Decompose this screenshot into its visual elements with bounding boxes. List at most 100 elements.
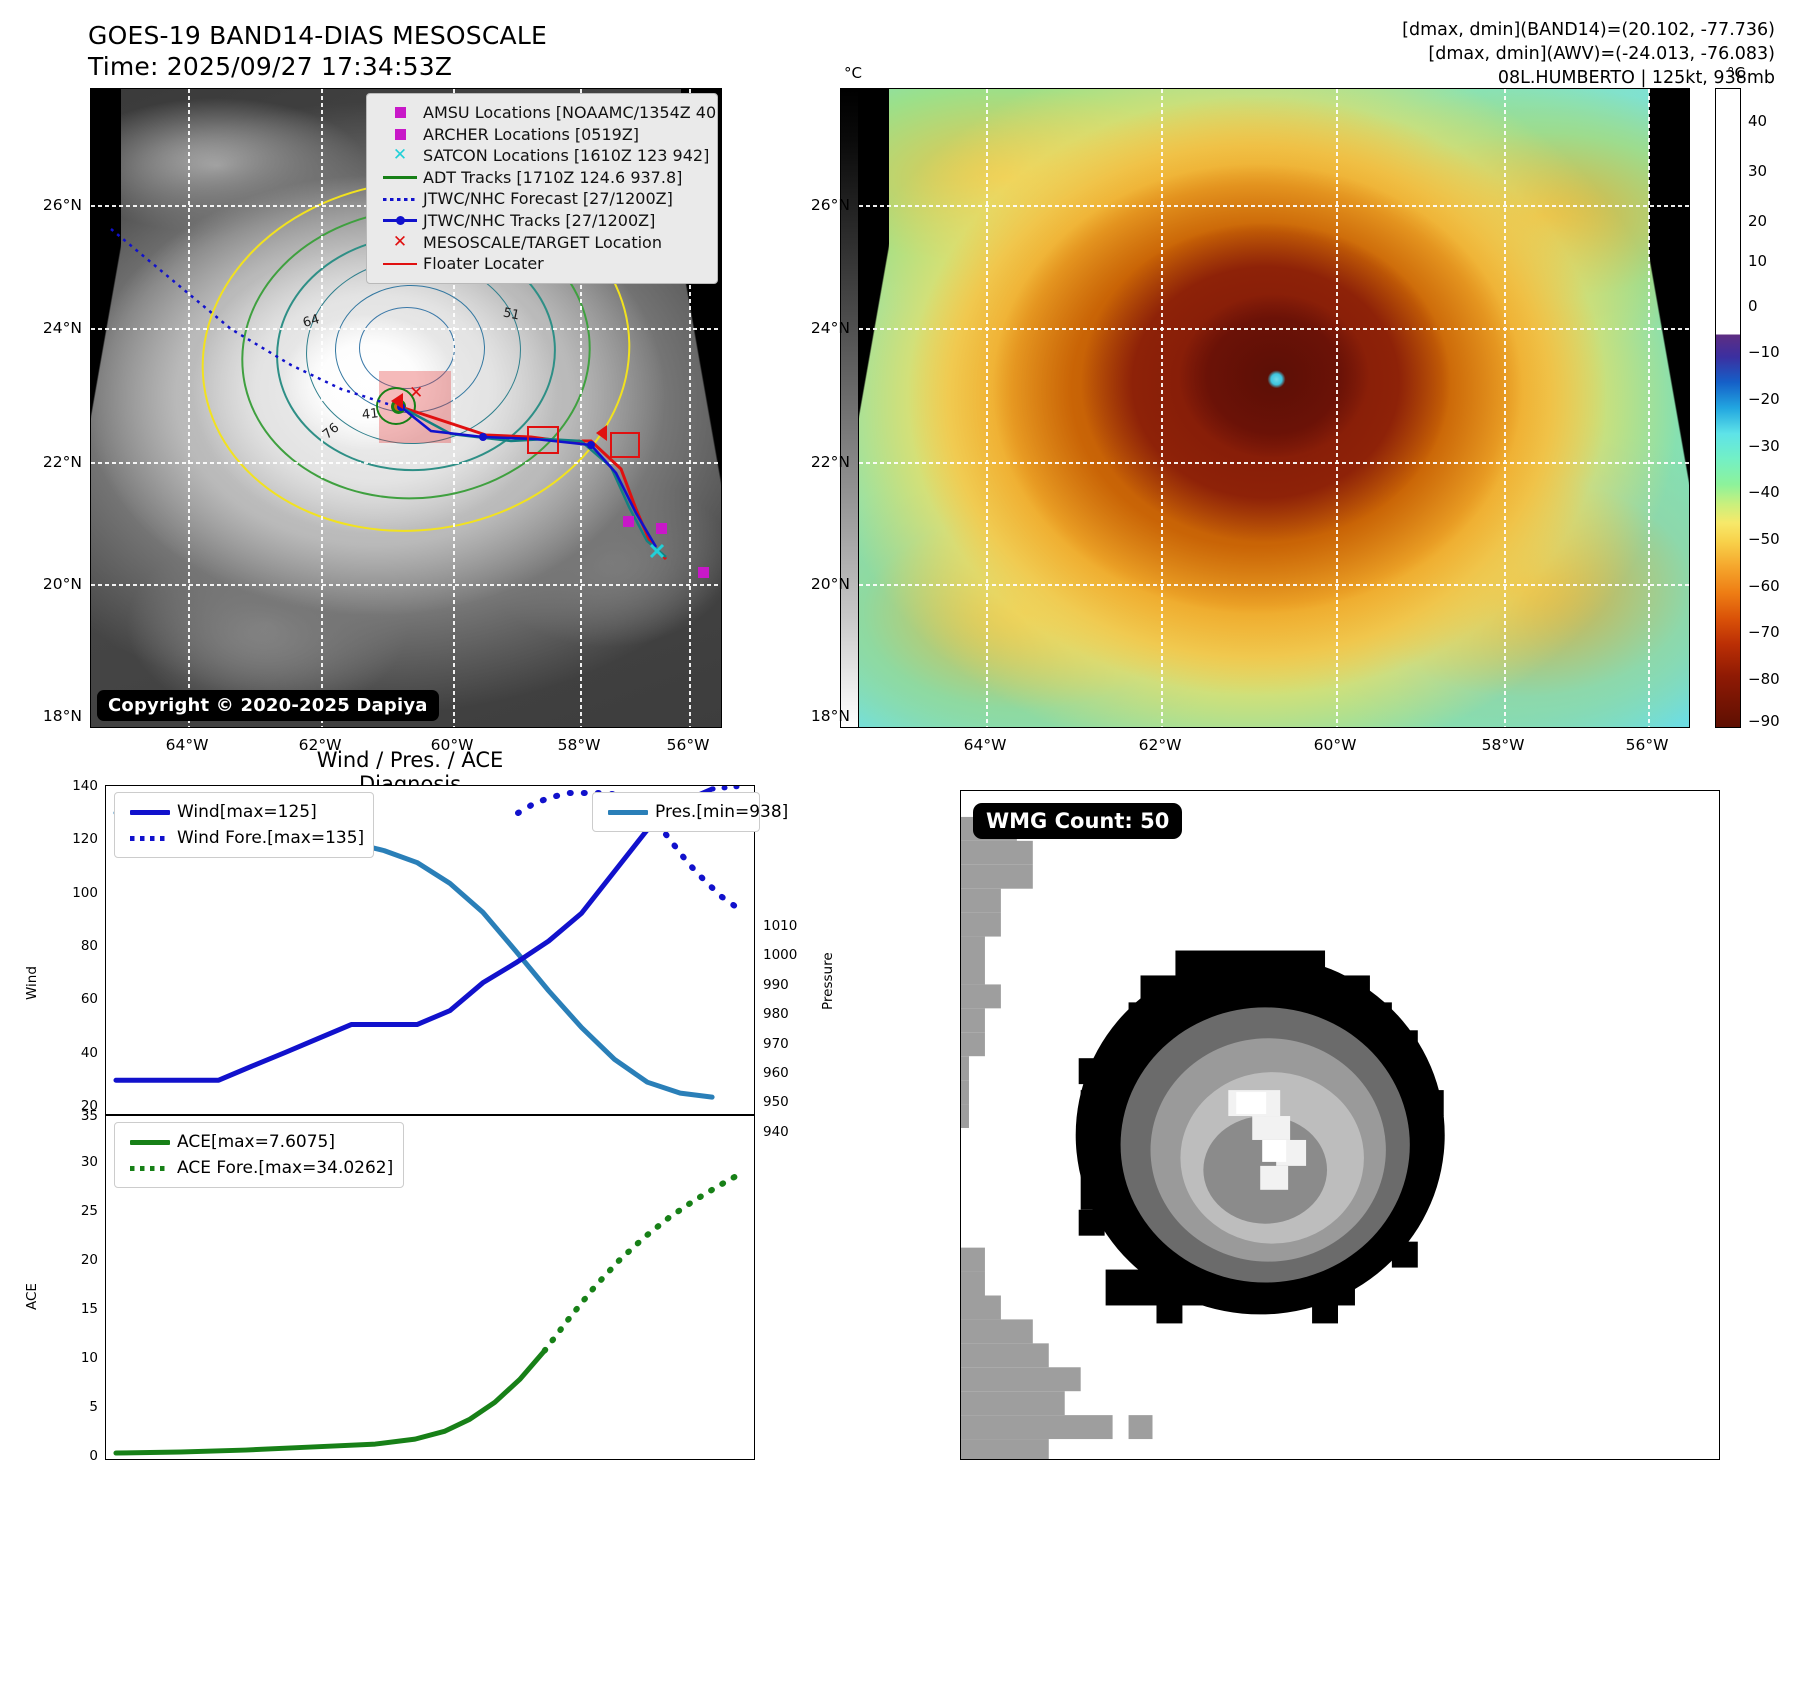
track-overlay [110,228,709,578]
ir-left-mask [91,89,121,727]
ace-tick-25: 25 [80,1203,98,1219]
stat-band14-dmax-dmin: [dmax, dmin](BAND14)=(20.102, -77.736) [1402,20,1775,40]
awv-cbar-tick-m40: −40 [1748,483,1780,501]
pres-tick-960: 960 [763,1065,789,1081]
legend-label: MESOSCALE/TARGET Location [423,232,662,252]
ir-lon-label-58: 58°W [557,736,601,754]
ir-colorbar-unit: °C [844,64,862,82]
legend-label: ACE Fore.[max=34.0262] [177,1158,394,1178]
awv-imagery [859,89,1689,727]
ir-map-legend: AMSU Locations [NOAAMC/1354Z 40 1003] AR… [366,93,721,284]
gridline-lon-60 [1336,89,1338,727]
wind-legend: Wind[max=125] Wind Fore.[max=135] [114,792,374,858]
legend-item-wind-forecast: Wind Fore.[max=135] [123,825,364,851]
awv-lat-label-26: 26°N [810,196,850,214]
ace-axis-label: ACE [24,1283,40,1310]
awv-cbar-tick-20: 20 [1748,212,1768,230]
awv-lat-label-20: 20°N [810,575,850,593]
pres-tick-970: 970 [763,1036,789,1052]
wmg-cloud-mosaic [961,816,1445,1459]
gridline-lon-62 [321,89,323,727]
floater-line-icon [377,262,423,266]
gridline-lon-62 [1161,89,1163,727]
awv-cbar-tick-m50: −50 [1748,530,1780,548]
awv-lon-label-64: 64°W [963,736,1007,754]
awv-cbar-tick-m20: −20 [1748,390,1780,408]
legend-label: Pres.[min=938] [655,802,789,822]
legend-label: AMSU Locations [NOAAMC/1354Z 40 1003] [423,103,721,122]
gridline-lat-24 [91,328,721,330]
wind-tick-120: 120 [72,831,98,847]
wind-tick-80: 80 [80,938,98,954]
pressure-line-icon [601,809,655,815]
stat-storm-intensity: 08L.HUMBERTO | 125kt, 938mb [1497,68,1775,88]
gridline-lon-64 [986,89,988,727]
legend-label: Wind[max=125] [177,802,317,822]
legend-label: JTWC/NHC Tracks [27/1200Z] [423,210,656,230]
awv-cbar-tick-m30: −30 [1748,437,1780,455]
wind-tick-100: 100 [72,885,98,901]
ir-lon-label-62: 62°W [298,736,342,754]
adt-ring [376,387,416,425]
satcon-x-icon: ✕ [392,145,408,166]
amsu-square-icon [377,107,423,119]
legend-item-ace-forecast: ACE Fore.[max=34.0262] [123,1155,394,1181]
legend-label: Floater Locater [423,254,544,274]
legend-item-wind: Wind[max=125] [123,799,361,825]
wind-axis-label: Wind [24,966,40,1000]
header-stats: [dmax, dmin](BAND14)=(20.102, -77.736) [… [1402,18,1775,90]
legend-item-pressure: Pres.[min=938] [601,799,788,825]
ace-plot [113,1168,748,1456]
wmg-mosaic-panel[interactable]: WMG Count: 50 [960,790,1720,1460]
ace-line-icon [123,1139,177,1145]
ir-satellite-map[interactable]: 64 51 41 76 ✕ [90,88,722,728]
gridline-lat-22 [859,462,1689,464]
ace-legend: ACE[max=7.6075] ACE Fore.[max=34.0262] [114,1122,404,1188]
legend-label: JTWC/NHC Forecast [27/1200Z] [423,189,673,209]
awv-lon-label-56: 56°W [1625,736,1669,754]
wind-tick-40: 40 [80,1045,98,1061]
legend-item-ace: ACE[max=7.6075] [123,1129,391,1155]
ir-lat-label-26: 26°N [42,196,82,214]
page-subtitle-time: Time: 2025/09/27 17:34:53Z [88,52,453,81]
gridline-lon-60 [453,89,455,727]
jtwc-line-marker-icon [377,216,423,226]
pres-tick-980: 980 [763,1006,789,1022]
target-x-icon: ✕ [392,231,408,252]
pres-tick-990: 990 [763,977,789,993]
awv-satellite-map[interactable] [858,88,1690,728]
legend-label: ARCHER Locations [0519Z] [423,124,640,144]
awv-cbar-tick-m90: −90 [1748,712,1780,730]
pres-tick-950: 950 [763,1094,789,1110]
awv-left-mask [859,89,889,727]
gridline-lat-20 [91,584,721,586]
ace-tick-15: 15 [80,1301,98,1317]
adt-line-icon [377,176,423,179]
pres-tick-1010: 1010 [763,918,798,934]
ir-lat-label-22: 22°N [42,453,82,471]
gridline-lon-56 [689,89,691,727]
ir-lat-label-18: 18°N [42,707,82,725]
ace-tick-20: 20 [80,1252,98,1268]
copyright-notice: Copyright © 2020-2025 Dapiya [97,690,439,721]
awv-right-mask [1649,89,1689,727]
awv-cbar-tick-30: 30 [1748,162,1768,180]
ace-tick-0: 0 [89,1448,98,1464]
ace-tick-5: 5 [89,1399,98,1415]
legend-item-jtwc-forecast: JTWC/NHC Forecast [27/1200Z] [377,188,705,210]
wind-forecast-dotted-icon [123,835,177,841]
awv-colorbar [1715,88,1741,728]
ir-lon-label-60: 60°W [430,736,474,754]
legend-item-adt-tracks: ADT Tracks [1710Z 124.6 937.8] [377,167,705,189]
awv-cbar-tick-m80: −80 [1748,670,1780,688]
archer-square-icon [377,128,423,140]
awv-colorbar-unit: °C [1727,64,1745,82]
wind-tick-60: 60 [80,991,98,1007]
ir-lat-label-24: 24°N [42,319,82,337]
wind-pres-ace-title: Wind / Pres. / ACE Diagnosis [316,748,504,796]
awv-lat-label-18: 18°N [810,707,850,725]
awv-cbar-tick-10: 10 [1748,252,1768,270]
awv-lon-label-62: 62°W [1138,736,1182,754]
page-title: GOES-19 BAND14-DIAS MESOSCALE [88,21,547,50]
legend-label: ACE[max=7.6075] [177,1132,335,1152]
